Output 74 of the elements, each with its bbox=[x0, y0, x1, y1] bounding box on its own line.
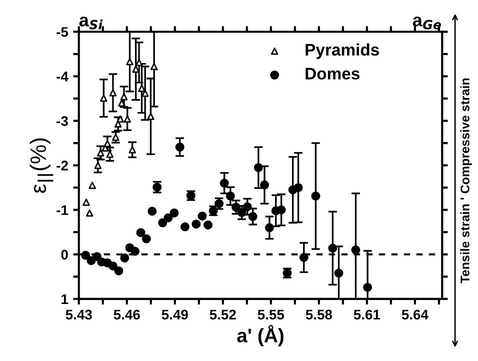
point bbox=[138, 84, 146, 92]
point bbox=[363, 282, 372, 292]
x-tick-label: 5.61 bbox=[354, 310, 380, 320]
point bbox=[180, 222, 190, 232]
x-tick-label: 5.58 bbox=[306, 310, 332, 320]
point bbox=[175, 142, 184, 152]
point bbox=[86, 209, 94, 217]
text: Tensile strain ' Compressive strain bbox=[460, 78, 472, 284]
point bbox=[232, 202, 241, 212]
y-tick-label: 1 bbox=[62, 294, 68, 304]
point bbox=[109, 89, 117, 96]
point bbox=[96, 149, 104, 157]
point bbox=[136, 228, 146, 238]
legend-label: Pyramids bbox=[306, 43, 379, 59]
point bbox=[248, 212, 258, 222]
point bbox=[334, 268, 344, 278]
point bbox=[220, 178, 229, 188]
point bbox=[118, 99, 126, 107]
x-tick-label: 5.55 bbox=[258, 310, 284, 320]
text: a$_{Ge}$ bbox=[412, 16, 442, 30]
point bbox=[100, 94, 108, 102]
point bbox=[264, 223, 274, 232]
text: a$_{Si}$ bbox=[79, 16, 103, 30]
x-tick-label: 5.46 bbox=[114, 310, 140, 320]
point bbox=[242, 202, 252, 212]
point bbox=[106, 150, 114, 158]
x-axis-title: a' (Å) bbox=[237, 325, 284, 346]
y-tick-label: -4 bbox=[56, 72, 68, 82]
y-tick-label: -2 bbox=[56, 160, 68, 170]
point bbox=[164, 213, 173, 222]
x-tick-label: 5.64 bbox=[402, 310, 428, 320]
point bbox=[142, 234, 151, 244]
x-tick-label: 5.52 bbox=[210, 310, 236, 320]
point bbox=[204, 220, 213, 230]
point bbox=[82, 198, 90, 206]
point bbox=[260, 180, 270, 190]
point bbox=[126, 58, 134, 66]
point bbox=[150, 62, 158, 70]
y-tick-label: -5 bbox=[56, 27, 68, 37]
point bbox=[237, 208, 246, 218]
point bbox=[88, 182, 96, 190]
point bbox=[120, 253, 130, 262]
point bbox=[94, 162, 102, 169]
point bbox=[124, 115, 131, 123]
point bbox=[158, 218, 168, 228]
point bbox=[198, 212, 207, 221]
x-tick-label: 5.43 bbox=[66, 310, 92, 320]
point bbox=[116, 115, 124, 123]
point bbox=[128, 146, 136, 154]
y-tick-label: -1 bbox=[56, 205, 68, 215]
point bbox=[254, 163, 263, 172]
point bbox=[148, 206, 157, 216]
point bbox=[311, 192, 320, 201]
y-tick-label: 0 bbox=[61, 250, 68, 260]
point bbox=[351, 245, 360, 254]
point bbox=[120, 93, 128, 100]
legend-label: Domes bbox=[306, 68, 360, 80]
point bbox=[130, 246, 140, 256]
point bbox=[328, 244, 338, 253]
point bbox=[108, 261, 118, 270]
y-axis-title: ε$_{||}$(%) bbox=[30, 138, 54, 193]
point bbox=[147, 112, 154, 120]
point bbox=[294, 183, 303, 192]
point bbox=[114, 266, 124, 276]
point bbox=[299, 253, 308, 262]
point bbox=[170, 208, 179, 218]
y-tick-label: -3 bbox=[56, 116, 68, 126]
point bbox=[226, 192, 235, 201]
point bbox=[192, 220, 201, 229]
point bbox=[104, 140, 111, 148]
point bbox=[132, 66, 140, 73]
point bbox=[92, 252, 102, 262]
point bbox=[81, 250, 90, 260]
x-tick-label: 5.49 bbox=[162, 310, 188, 320]
